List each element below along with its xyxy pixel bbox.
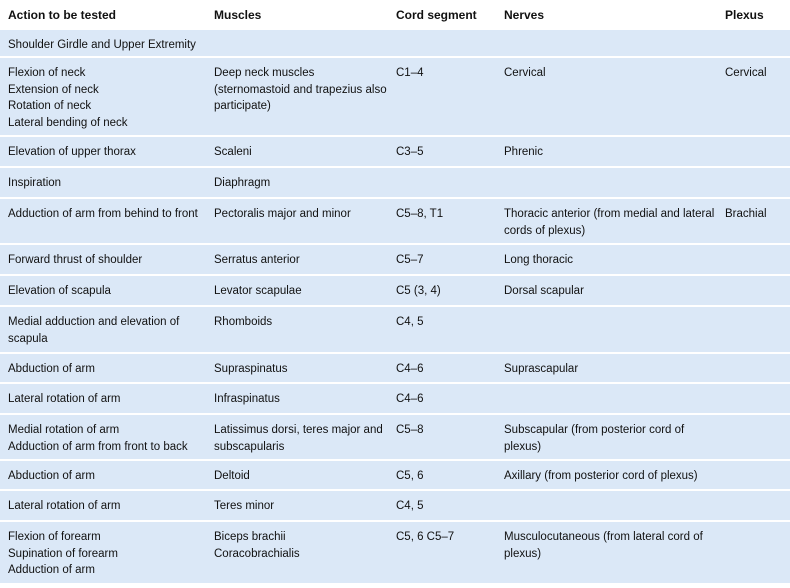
table-cell: Supraspinatus — [214, 363, 288, 375]
table-cell: C3–5 — [396, 146, 424, 158]
table-cell: Medial adduction and elevation of scapul… — [8, 316, 180, 345]
table-cell: Inspiration — [8, 177, 62, 189]
table-row: Flexion of forearm Supination of forearm A… — [0, 522, 790, 583]
header-row: Action to be tested Muscles Cord segment Ne… — [0, 0, 790, 30]
table-cell: Biceps brachii Coracobrachialis — [214, 529, 392, 562]
table-cell: Lateral rotation of arm — [8, 500, 121, 512]
cell-line: Flexion of forearm — [8, 531, 101, 543]
table-cell: C4, 5 — [396, 316, 424, 328]
table-cell: Cervical — [504, 67, 546, 79]
cell-line: Flexion of neck — [8, 67, 86, 79]
table-cell: Axillary (from posterior cord of plexus) — [504, 470, 698, 482]
table-row: Adduction of arm from behind to front Pec… — [0, 199, 790, 243]
table-cell: Flexion of forearm Supination of forearm A… — [8, 529, 208, 579]
cell-line: Biceps brachii — [214, 531, 286, 543]
header-cell: Plexus — [725, 8, 764, 22]
table-cell: Scaleni — [214, 146, 252, 158]
cell-line: Rotation of neck — [8, 100, 92, 112]
table-cell: Flexion of neck Extension of neck Rotation… — [8, 65, 208, 131]
header-cell: Cord segment — [396, 8, 477, 22]
table-row: Medial adduction and elevation of scapul… — [0, 307, 790, 352]
cell-line: Extension of neck — [8, 83, 99, 96]
table-cell: Forward thrust of shoulder — [8, 254, 143, 266]
table-cell: Rhomboids — [214, 316, 273, 328]
table-row: Lateral rotation of arm Infraspinatus C4–6 — [0, 384, 790, 413]
table-cell: Serratus anterior — [214, 254, 300, 266]
table-row: Inspiration Diaphragm — [0, 168, 790, 197]
header-cell: Action to be tested — [8, 8, 117, 22]
table-row: Forward thrust of shoulder Serratus anter… — [0, 245, 790, 274]
table-cell: Suprascapular — [504, 363, 579, 375]
table-cell: C4–6 — [396, 393, 424, 405]
table-cell: C5–7 — [396, 254, 424, 266]
table-cell: Latissimus dorsi, teres major and subsca… — [214, 424, 383, 453]
table-cell: C1–4 — [396, 67, 424, 79]
table-cell: Thoracic anterior (from medial and later… — [504, 208, 715, 237]
table-cell: Deep neck muscles (sternomastoid and tra… — [214, 67, 387, 112]
table-cell: Teres minor — [214, 500, 275, 512]
table-cell: C5, 6 C5–7 — [396, 531, 455, 543]
table-cell: Phrenic — [504, 146, 543, 158]
cell-line: Medial rotation of arm — [8, 424, 120, 436]
table-cell: Elevation of upper thorax — [8, 146, 136, 158]
cell-line: Supination of forearm — [8, 547, 118, 560]
table-row: Elevation of upper thorax Scaleni C3–5 Phre… — [0, 137, 790, 166]
table-cell: C5–8 — [396, 424, 424, 436]
table-cell: Pectoralis major and minor — [214, 208, 351, 220]
table-cell: Elevation of scapula — [8, 285, 111, 297]
table-row: Abduction of arm Supraspinatus C4–6 Suprasc… — [0, 354, 790, 382]
table-cell: Diaphragm — [214, 177, 271, 189]
table-cell: Deltoid — [214, 470, 250, 482]
table-cell: Dorsal scapular — [504, 285, 584, 297]
table-cell: Abduction of arm — [8, 470, 95, 482]
cell-line: Adduction of arm — [8, 564, 95, 576]
header-cell: Muscles — [214, 8, 262, 22]
table-cell: Lateral rotation of arm — [8, 393, 121, 405]
table-cell: Long thoracic — [504, 254, 574, 266]
cell-line: Coracobrachialis — [214, 547, 300, 560]
section-row: Shoulder Girdle and Upper Extremity — [0, 30, 790, 56]
table-cell: Abduction of arm — [8, 363, 95, 375]
table-cell: Medial rotation of arm Adduction of arm f… — [8, 422, 208, 455]
cell-line: Adduction of arm from front to back — [8, 440, 188, 453]
table-cell: C5 (3, 4) — [396, 285, 441, 297]
table-row: Lateral rotation of arm Teres minor C4, 5 — [0, 491, 790, 520]
cell-line: Lateral bending of neck — [8, 116, 128, 129]
table-cell: Adduction of arm from behind to front — [8, 208, 198, 220]
table-cell: C5, 6 — [396, 470, 424, 482]
table-cell: C4, 5 — [396, 500, 424, 512]
table-cell: Subscapular (from posterior cord of plex… — [504, 424, 685, 453]
table-cell: Cervical — [725, 67, 767, 79]
header-cell: Nerves — [504, 8, 545, 22]
table-cell: Levator scapulae — [214, 285, 302, 297]
table-row: Medial rotation of arm Adduction of arm f… — [0, 415, 790, 459]
table-row: Abduction of arm Deltoid C5, 6 Axillary (fr… — [0, 461, 790, 489]
table-cell: Musculocutaneous (from lateral cord of p… — [504, 531, 703, 560]
table-cell: Infraspinatus — [214, 393, 280, 405]
table-row: Flexion of neck Extension of neck Rotation… — [0, 58, 790, 135]
table-cell: C4–6 — [396, 363, 424, 375]
section-label: Shoulder Girdle and Upper Extremity — [8, 39, 196, 51]
table-cell: Brachial — [725, 208, 767, 220]
table-row: Elevation of scapula Levator scapulae C5 (… — [0, 276, 790, 305]
table-cell: C5–8, T1 — [396, 208, 444, 220]
